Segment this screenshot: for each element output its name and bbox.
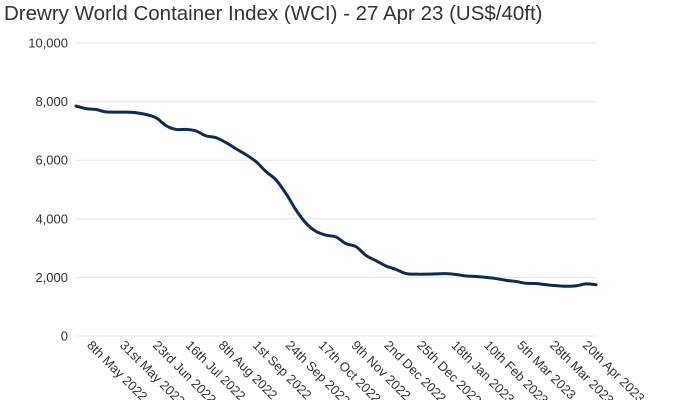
data-point — [534, 282, 538, 285]
data-point — [134, 111, 138, 114]
data-point — [124, 110, 128, 114]
data-point — [254, 160, 258, 163]
data-point — [444, 272, 448, 275]
data-point — [374, 259, 378, 262]
y-tick-label: 2,000 — [35, 270, 68, 285]
data-point — [554, 284, 558, 287]
y-axis-labels: 0 2,000 4,000 6,000 8,000 10,000 — [28, 36, 68, 344]
data-point — [354, 245, 358, 248]
data-point — [394, 268, 398, 271]
data-point — [564, 284, 568, 288]
data-point — [174, 128, 178, 131]
data-point — [154, 116, 158, 119]
data-point — [224, 141, 228, 144]
data-point — [584, 282, 588, 286]
data-point — [204, 134, 208, 138]
data-point — [194, 129, 198, 133]
data-point — [414, 272, 418, 276]
data-point — [464, 274, 468, 278]
y-tick-label: 4,000 — [35, 211, 68, 226]
y-tick-label: 8,000 — [35, 94, 68, 109]
data-point — [524, 282, 528, 285]
series-layer — [74, 104, 598, 288]
data-point — [514, 280, 518, 283]
data-point — [304, 221, 308, 225]
series-line — [74, 104, 598, 288]
data-point — [324, 234, 328, 237]
data-point — [144, 113, 148, 116]
y-tick-label: 0 — [61, 329, 68, 344]
data-point — [434, 272, 438, 276]
data-point — [114, 110, 118, 114]
data-point — [404, 272, 408, 275]
data-point — [544, 283, 548, 286]
data-point — [284, 192, 288, 195]
data-point — [574, 284, 578, 288]
chart-title: Drewry World Container Index (WCI) - 27 … — [4, 2, 543, 25]
data-point — [484, 276, 488, 279]
data-point — [274, 178, 278, 182]
data-point — [84, 107, 88, 110]
y-tick-label: 6,000 — [35, 153, 68, 168]
data-point — [364, 254, 368, 257]
data-point — [294, 208, 298, 212]
data-point — [164, 124, 168, 127]
y-tick-label: 10,000 — [28, 36, 68, 51]
data-point — [474, 275, 478, 278]
data-point — [384, 264, 388, 268]
data-point — [214, 136, 218, 139]
data-point — [344, 242, 348, 245]
data-point — [244, 153, 248, 156]
data-point — [74, 104, 78, 108]
data-point — [94, 108, 98, 111]
data-point — [494, 277, 498, 280]
data-point — [234, 147, 238, 150]
grid-lines — [76, 42, 596, 337]
data-point — [504, 279, 508, 282]
data-point — [424, 272, 428, 276]
data-point — [454, 273, 458, 276]
data-point — [264, 170, 268, 173]
data-point — [594, 283, 598, 286]
data-point — [104, 110, 108, 114]
data-point — [314, 230, 318, 233]
data-point — [184, 128, 188, 131]
data-point — [334, 235, 338, 239]
